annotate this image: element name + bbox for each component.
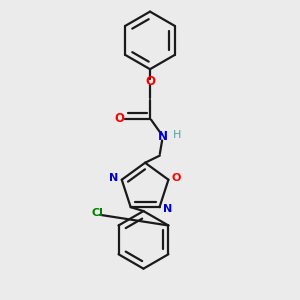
- Text: O: O: [115, 112, 124, 125]
- Text: H: H: [172, 130, 181, 140]
- Text: N: N: [163, 204, 172, 214]
- Text: N: N: [158, 130, 168, 143]
- Text: O: O: [145, 75, 155, 88]
- Text: Cl: Cl: [92, 208, 104, 218]
- Text: O: O: [172, 173, 181, 183]
- Text: N: N: [109, 173, 118, 183]
